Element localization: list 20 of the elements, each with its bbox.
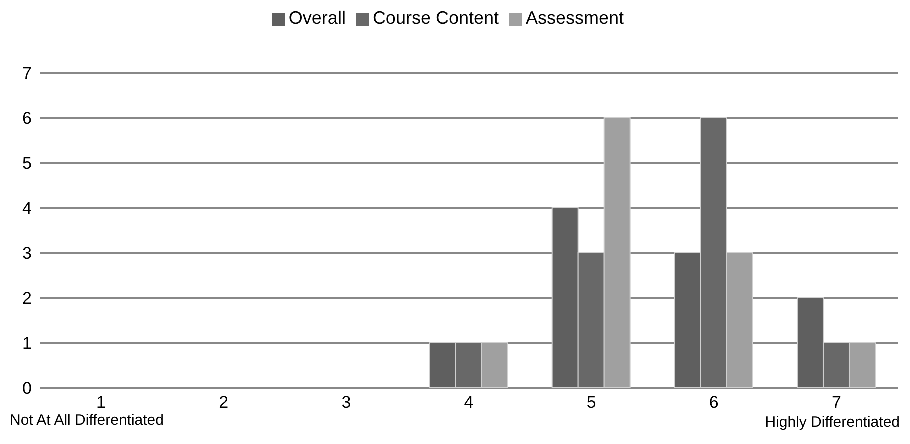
x-tick-label: 3 <box>342 393 352 412</box>
legend-label: Course Content <box>372 8 500 28</box>
y-tick-label: 5 <box>22 154 32 174</box>
y-tick-label: 4 <box>22 199 32 218</box>
x-tick-label: 1 <box>96 393 106 412</box>
y-tick-label: 0 <box>22 379 32 398</box>
x-tick-label: 7 <box>832 393 842 412</box>
y-tick-label: 3 <box>22 244 32 264</box>
text: Not At All Differentiated <box>10 412 164 429</box>
y-tick-label: 1 <box>22 334 32 354</box>
y-tick-label: 7 <box>22 64 32 84</box>
x-tick-label: 6 <box>709 393 719 412</box>
x-tick-label: 2 <box>219 393 229 412</box>
text: Highly Differentiated <box>765 414 900 431</box>
x-tick-label: 4 <box>464 393 474 412</box>
legend-label: Assessment <box>526 8 624 28</box>
legend-label: Overall <box>288 8 346 28</box>
y-tick-label: 2 <box>22 289 32 308</box>
y-tick-label: 6 <box>22 109 32 128</box>
x-tick-label: 5 <box>586 393 596 412</box>
